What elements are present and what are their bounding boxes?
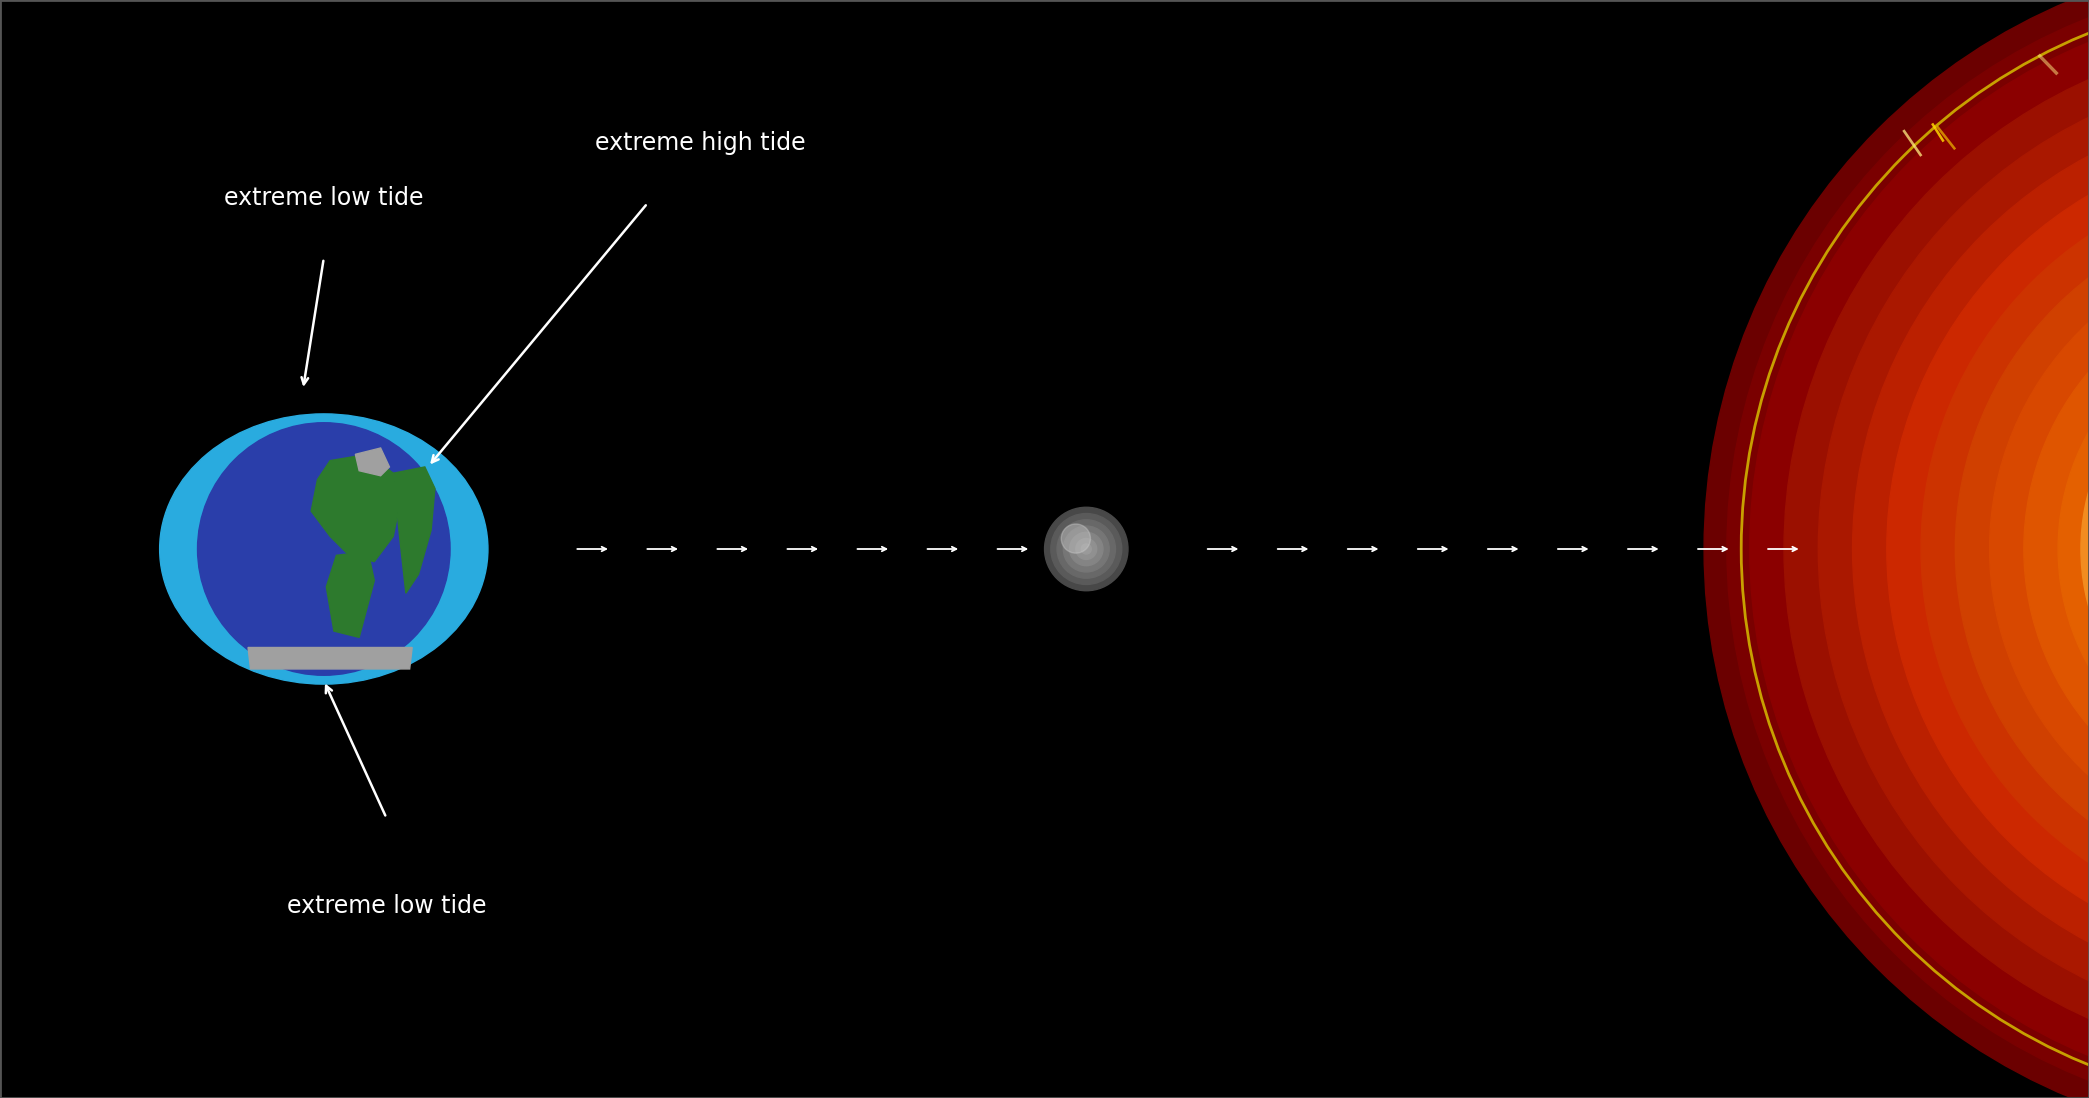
Circle shape: [2058, 310, 2089, 788]
Circle shape: [1784, 35, 2089, 1063]
Circle shape: [1063, 526, 1109, 572]
Circle shape: [1057, 519, 1116, 579]
Circle shape: [1922, 172, 2089, 926]
Circle shape: [198, 423, 449, 675]
Ellipse shape: [159, 414, 489, 684]
Polygon shape: [311, 455, 399, 561]
Circle shape: [1989, 240, 2089, 858]
Circle shape: [1076, 538, 1097, 560]
Circle shape: [1082, 544, 1090, 554]
Circle shape: [2081, 332, 2089, 766]
Text: extreme high tide: extreme high tide: [595, 131, 804, 155]
Circle shape: [1061, 524, 1090, 553]
Polygon shape: [249, 648, 412, 669]
Text: extreme low tide: extreme low tide: [224, 186, 424, 210]
Text: extreme low tide: extreme low tide: [286, 894, 487, 918]
Polygon shape: [393, 467, 435, 593]
Circle shape: [1886, 138, 2089, 960]
Circle shape: [1044, 507, 1128, 591]
Circle shape: [1817, 69, 2089, 1029]
Circle shape: [1070, 533, 1103, 565]
Circle shape: [1853, 103, 2089, 995]
Polygon shape: [326, 551, 374, 637]
Circle shape: [1705, 0, 2089, 1098]
Circle shape: [1728, 0, 2089, 1098]
Polygon shape: [355, 448, 389, 475]
Circle shape: [1051, 514, 1122, 584]
Circle shape: [1955, 206, 2089, 892]
Circle shape: [2024, 274, 2089, 824]
Circle shape: [1751, 1, 2089, 1097]
